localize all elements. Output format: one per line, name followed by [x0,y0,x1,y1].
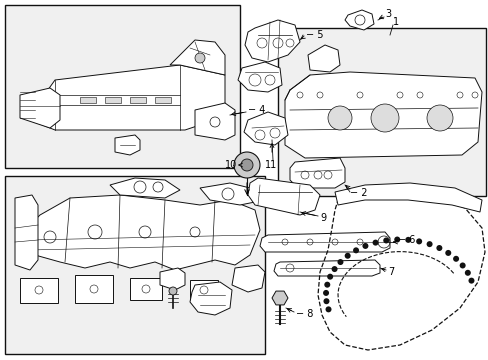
Circle shape [241,159,252,171]
Polygon shape [271,291,287,305]
Circle shape [344,253,350,259]
Text: 10: 10 [224,160,237,170]
Circle shape [331,266,337,272]
Circle shape [195,53,204,63]
Polygon shape [5,5,240,168]
Polygon shape [130,97,146,103]
Polygon shape [160,268,184,290]
Polygon shape [105,97,121,103]
Circle shape [324,282,329,288]
Polygon shape [110,178,180,198]
Circle shape [326,274,332,280]
Polygon shape [345,10,373,30]
Polygon shape [334,183,481,212]
Circle shape [393,237,399,243]
Text: − 6: − 6 [397,235,414,245]
Polygon shape [231,265,264,292]
Polygon shape [5,176,264,354]
Circle shape [383,238,388,243]
Polygon shape [195,103,235,140]
Text: 11: 11 [264,160,277,170]
Circle shape [415,238,421,244]
Text: − 5: − 5 [305,30,323,40]
Polygon shape [170,40,224,75]
Polygon shape [273,260,379,276]
Circle shape [468,278,473,284]
Circle shape [372,240,378,246]
Polygon shape [130,278,162,300]
Circle shape [459,262,465,269]
Circle shape [325,306,331,312]
Polygon shape [75,275,113,303]
Circle shape [169,287,177,295]
Polygon shape [244,20,299,62]
Text: − 4: − 4 [247,105,265,115]
Polygon shape [260,232,389,252]
Circle shape [445,250,450,256]
Polygon shape [80,97,96,103]
Text: − 2: − 2 [349,188,367,198]
Circle shape [323,290,328,296]
Polygon shape [238,62,282,92]
Polygon shape [200,183,254,205]
Polygon shape [285,72,481,158]
Text: − 8: − 8 [295,309,313,319]
Circle shape [464,270,470,276]
Circle shape [337,259,343,265]
Circle shape [362,243,367,249]
Polygon shape [307,45,339,72]
Circle shape [327,106,351,130]
Circle shape [352,247,358,253]
Circle shape [234,152,260,178]
Polygon shape [25,195,260,270]
Circle shape [435,245,442,251]
Circle shape [323,298,329,304]
Polygon shape [115,135,140,155]
Circle shape [426,241,432,247]
Polygon shape [244,112,287,145]
Polygon shape [278,28,485,196]
Text: 1: 1 [392,17,398,27]
Text: 3: 3 [384,9,390,19]
Polygon shape [30,65,224,130]
Polygon shape [289,158,345,188]
Text: 7: 7 [387,267,393,277]
Polygon shape [20,278,58,303]
Circle shape [405,237,410,243]
Polygon shape [15,195,38,270]
Text: 9: 9 [319,213,325,223]
Polygon shape [20,88,60,128]
Polygon shape [155,97,171,103]
Circle shape [370,104,398,132]
Circle shape [426,105,452,131]
Polygon shape [190,282,231,315]
Polygon shape [247,178,319,215]
Circle shape [452,256,458,262]
Polygon shape [190,280,218,300]
